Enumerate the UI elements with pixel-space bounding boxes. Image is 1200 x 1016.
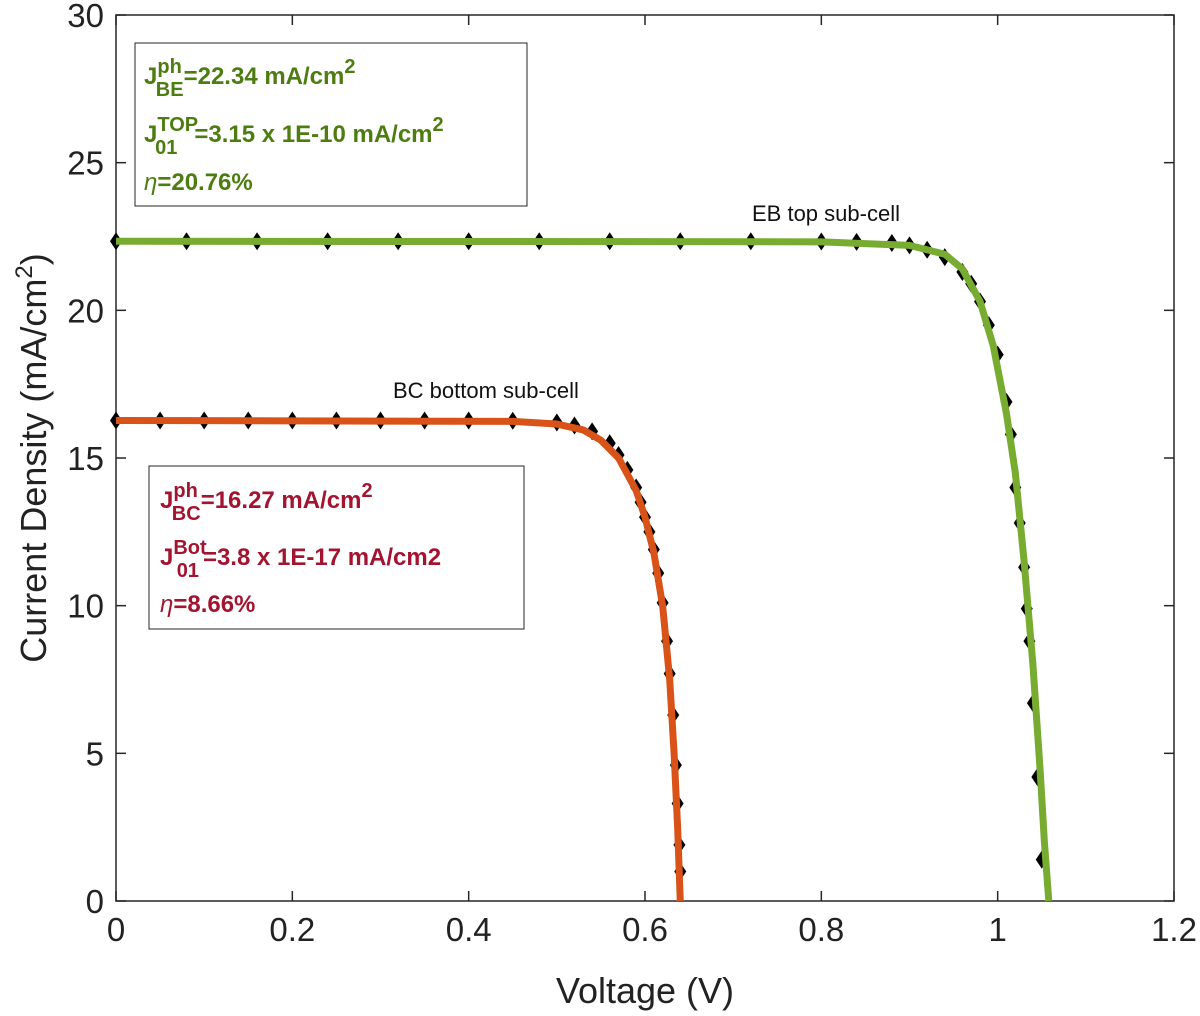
x-tick-label: 0.6 <box>622 911 668 948</box>
x-axis-title: Voltage (V) <box>556 970 734 1011</box>
x-tick-label: 0.2 <box>269 911 315 948</box>
x-tick-label: 1 <box>988 911 1006 948</box>
y-tick-label: 5 <box>86 735 104 772</box>
y-tick-label: 30 <box>67 0 104 34</box>
bottom-params-box: Jph BC=16.27 mA/cm2 JBot 01 =3.8 x 1E-17 mA… <box>148 465 525 630</box>
x-tick-label: 1.2 <box>1151 911 1197 948</box>
y-tick-label: 15 <box>67 440 104 477</box>
top-params-box: Jph BE=22.34 mA/cm2 JTOP 01 =3.15 x 1E-10 m… <box>134 42 528 207</box>
top-params-frame <box>134 42 528 207</box>
series-layer <box>110 232 1053 902</box>
top-series <box>110 232 1053 902</box>
y-axis-title: Current Density (mA/cm2) <box>11 253 54 662</box>
top-j01-text: JTOP 01 =3.15 x 1E-10 mA/cm2 <box>144 114 444 159</box>
x-axis-ticks: 0 0.2 0.4 0.6 0.8 1 1.2 <box>107 15 1197 948</box>
y-tick-label: 20 <box>67 292 104 329</box>
bottom-j01-text: JBot 01 =3.8 x 1E-17 mA/cm2 <box>160 537 441 582</box>
x-tick-label: 0 <box>107 911 125 948</box>
y-tick-label: 25 <box>67 145 104 182</box>
bottom-fit-line <box>115 416 684 902</box>
y-tick-label: 0 <box>86 883 104 920</box>
bottom-curve-label: BC bottom sub-cell <box>393 378 579 403</box>
top-curve-label: EB top sub-cell <box>752 201 900 226</box>
bottom-jph-text: Jph BC=16.27 mA/cm2 <box>160 480 373 525</box>
bottom-params-frame <box>148 465 525 630</box>
bottom-series <box>110 411 687 902</box>
top-data-marker <box>110 232 122 251</box>
x-tick-label: 0.4 <box>446 911 492 948</box>
top-eta-text: η=20.76% <box>144 169 253 196</box>
y-axis-ticks: 0 5 10 15 20 25 30 <box>67 0 1174 920</box>
bottom-eta-text: η=8.66% <box>160 591 255 618</box>
top-fit-line <box>115 237 1053 902</box>
x-tick-label: 0.8 <box>798 911 844 948</box>
top-jph-text: Jph BE=22.34 mA/cm2 <box>144 56 356 101</box>
y-tick-label: 10 <box>67 588 104 625</box>
